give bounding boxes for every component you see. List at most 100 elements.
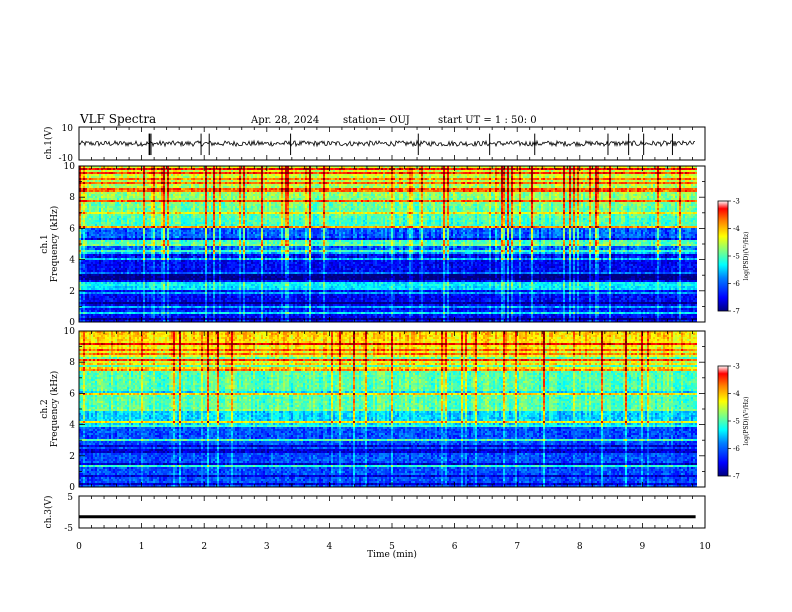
spectrogram-cell bbox=[113, 224, 115, 226]
spectrogram-cell bbox=[159, 214, 161, 216]
spectrogram-cell bbox=[131, 262, 133, 264]
spectrogram-cell bbox=[151, 288, 153, 290]
spectrogram-cell bbox=[153, 284, 155, 286]
spectrogram-cell bbox=[129, 278, 131, 280]
spectrogram-cell bbox=[127, 218, 129, 220]
spectrogram-cell bbox=[123, 224, 125, 226]
spectrogram-cell bbox=[173, 244, 175, 246]
spectrogram-cell bbox=[117, 186, 119, 188]
spectrogram-cell bbox=[161, 226, 163, 228]
spectrogram-cell bbox=[91, 268, 93, 270]
spectrogram-cell bbox=[89, 298, 91, 300]
spectrogram-cell bbox=[105, 176, 107, 178]
spectrogram-cell bbox=[113, 280, 115, 282]
spectrogram-cell bbox=[133, 230, 135, 232]
spectrogram-cell bbox=[105, 300, 107, 302]
spectrogram-cell bbox=[89, 308, 91, 310]
spectrogram-cell bbox=[141, 218, 143, 220]
spectrogram-cell bbox=[123, 270, 125, 272]
spectrogram-cell bbox=[113, 198, 115, 200]
spectrogram-cell bbox=[171, 290, 173, 292]
spectrogram-cell bbox=[99, 216, 101, 218]
spectrogram-cell bbox=[85, 254, 87, 256]
spectrogram-cell bbox=[97, 188, 99, 190]
spectrogram-cell bbox=[129, 172, 131, 174]
spectrogram-cell bbox=[91, 264, 93, 266]
spectrogram-cell bbox=[131, 238, 133, 240]
spectrogram-cell bbox=[155, 246, 157, 248]
spectrogram-cell bbox=[157, 236, 159, 238]
spectrogram-cell bbox=[113, 308, 115, 310]
spectrogram-cell bbox=[127, 254, 129, 256]
spectrogram-cell bbox=[161, 312, 163, 314]
spectrogram-cell bbox=[167, 196, 169, 198]
spectrogram-cell bbox=[93, 252, 95, 254]
spectrogram-cell bbox=[123, 204, 125, 206]
spectrogram-cell bbox=[145, 176, 147, 178]
spectrogram-cell bbox=[101, 268, 103, 270]
spectrogram-cell bbox=[133, 292, 135, 294]
spectrogram-cell bbox=[169, 286, 171, 288]
spectrogram-cell bbox=[163, 300, 165, 302]
spectrogram-cell bbox=[97, 242, 99, 244]
spectrogram-cell bbox=[81, 270, 83, 272]
spectrogram-cell bbox=[101, 176, 103, 178]
spectrogram-cell bbox=[129, 274, 131, 276]
spectrogram-cell bbox=[151, 232, 153, 234]
spectrogram-cell bbox=[99, 264, 101, 266]
spectrogram-cell bbox=[131, 176, 133, 178]
spectrogram-cell bbox=[95, 238, 97, 240]
spectrogram-cell bbox=[147, 234, 149, 236]
spectrogram-cell bbox=[125, 262, 127, 264]
spectrogram-cell bbox=[159, 264, 161, 266]
spectrogram-cell bbox=[101, 288, 103, 290]
spectrogram-cell bbox=[121, 254, 123, 256]
spectrogram-cell bbox=[91, 200, 93, 202]
spectrogram-cell bbox=[157, 172, 159, 174]
spectrogram-cell bbox=[161, 198, 163, 200]
spectrogram-cell bbox=[93, 266, 95, 268]
spectrogram-cell bbox=[149, 242, 151, 244]
spectrogram-cell bbox=[175, 272, 177, 274]
spectrogram-cell bbox=[97, 256, 99, 258]
spectrogram-cell bbox=[131, 222, 133, 224]
spectrogram-cell bbox=[123, 218, 125, 220]
spectrogram-cell bbox=[119, 312, 121, 314]
spectrogram-cell bbox=[115, 274, 117, 276]
spectrogram-cell bbox=[89, 230, 91, 232]
spectrogram-cell bbox=[129, 252, 131, 254]
spectrogram-cell bbox=[171, 244, 173, 246]
spectrogram-cell bbox=[173, 230, 175, 232]
spectrogram-cell bbox=[105, 298, 107, 300]
spectrogram-cell bbox=[149, 284, 151, 286]
spectrogram-cell bbox=[145, 274, 147, 276]
spectrogram-cell bbox=[131, 186, 133, 188]
spectrogram-cell bbox=[113, 246, 115, 248]
spectrogram-cell bbox=[133, 282, 135, 284]
spectrogram-cell bbox=[91, 266, 93, 268]
spectrogram-cell bbox=[115, 250, 117, 252]
spectrogram-cell bbox=[133, 266, 135, 268]
spectrogram-cell bbox=[117, 296, 119, 298]
spectrogram-cell bbox=[173, 194, 175, 196]
spectrogram-cell bbox=[167, 266, 169, 268]
spectrogram-cell bbox=[155, 168, 157, 170]
spectrogram-cell bbox=[163, 268, 165, 270]
spectrogram-cell bbox=[135, 176, 137, 178]
spectrogram-cell bbox=[85, 204, 87, 206]
spectrogram-cell bbox=[149, 278, 151, 280]
spectrogram-cell bbox=[97, 184, 99, 186]
spectrogram-cell bbox=[153, 204, 155, 206]
spectrogram-cell bbox=[91, 178, 93, 180]
spectrogram-cell bbox=[137, 242, 139, 244]
spectrogram-cell bbox=[149, 198, 151, 200]
spectrogram-cell bbox=[119, 240, 121, 242]
spectrogram-cell bbox=[81, 308, 83, 310]
spectrogram-cell bbox=[131, 298, 133, 300]
spectrogram-cell bbox=[99, 292, 101, 294]
spectrogram-cell bbox=[95, 252, 97, 254]
spectrogram-cell bbox=[81, 220, 83, 222]
spectrogram-cell bbox=[111, 276, 113, 278]
spectrogram-cell bbox=[125, 270, 127, 272]
spectrogram-cell bbox=[89, 252, 91, 254]
